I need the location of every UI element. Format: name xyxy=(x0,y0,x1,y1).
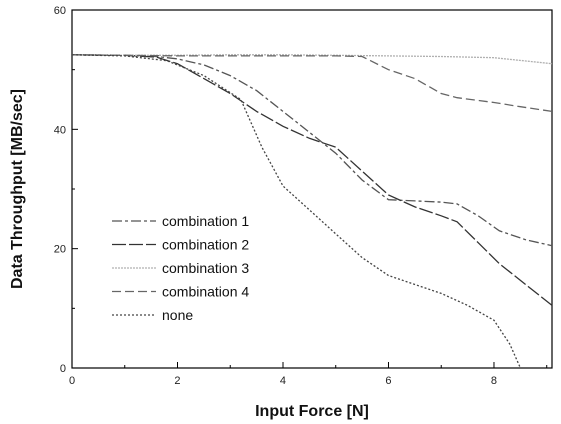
legend-label: combination 1 xyxy=(162,213,249,229)
x-tick-label: 4 xyxy=(280,375,286,387)
legend-label: combination 3 xyxy=(162,260,249,276)
x-tick-label: 2 xyxy=(174,375,180,387)
legend-label: none xyxy=(162,307,193,323)
legend: combination 1 combination 2 combination 3 c… xyxy=(112,213,249,323)
x-tick-label: 8 xyxy=(491,375,497,387)
y-tick-label: 60 xyxy=(54,5,66,17)
axis-ticks: 0 2 4 6 8 0 20 40 60 xyxy=(54,5,548,387)
series-line-1 xyxy=(71,54,553,247)
series-line-2 xyxy=(71,54,553,306)
y-tick-label: 0 xyxy=(60,363,66,375)
legend-label: combination 2 xyxy=(162,237,249,253)
y-axis-title: Data Throughput [MB/sec] xyxy=(9,89,26,289)
y-tick-label: 20 xyxy=(54,244,66,256)
series-layer xyxy=(71,54,553,369)
plot-area-frame xyxy=(71,9,553,369)
series-line-4 xyxy=(71,54,553,113)
series-line-5 xyxy=(71,54,521,369)
legend-label: combination 4 xyxy=(162,284,249,300)
x-tick-label: 6 xyxy=(385,375,391,387)
x-axis-title: Input Force [N] xyxy=(255,403,369,420)
y-tick-label: 40 xyxy=(54,124,66,136)
x-tick-label: 0 xyxy=(69,375,75,387)
